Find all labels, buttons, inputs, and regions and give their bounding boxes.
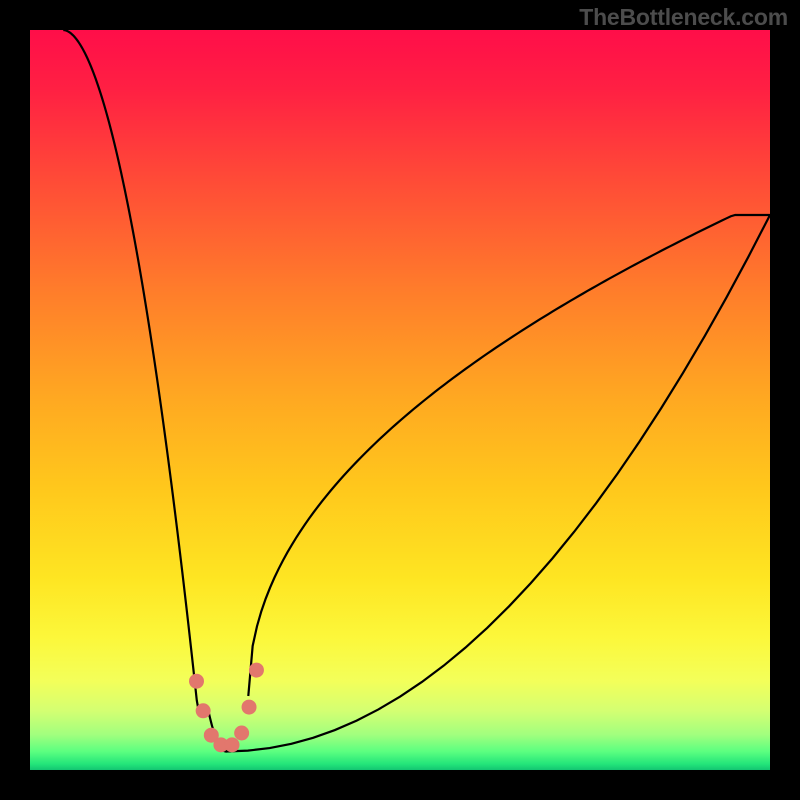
plot-background [30,30,770,770]
marker-dot [242,700,256,714]
chart-stage: TheBottleneck.com [0,0,800,800]
watermark-text: TheBottleneck.com [579,4,788,31]
marker-dot [196,704,210,718]
marker-dot [235,726,249,740]
marker-dot [249,663,263,677]
chart-svg [0,0,800,800]
marker-dot [225,738,239,752]
marker-dot [190,674,204,688]
